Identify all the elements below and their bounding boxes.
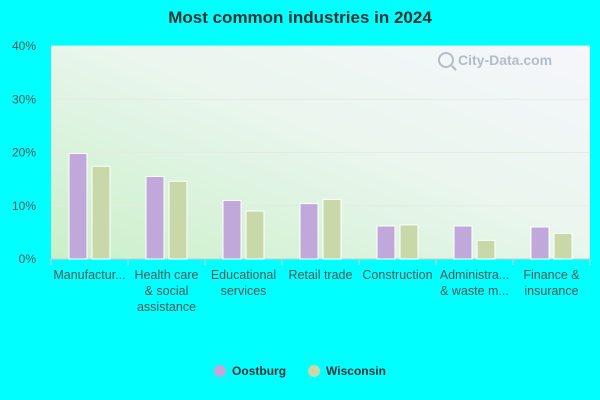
x-category-label: Construction [362, 268, 432, 282]
bar-oostburg-6 [530, 226, 550, 260]
bar-oostburg-1 [145, 175, 165, 260]
bar-wisconsin-4 [399, 224, 419, 260]
x-category-label: Finance & insurance [523, 268, 580, 298]
x-category-label: Administra... & waste m... [440, 268, 509, 298]
y-tick-label: 40% [12, 39, 36, 53]
x-category-label: Educational services [211, 268, 276, 298]
y-tick-label: 0% [19, 252, 37, 266]
bar-wisconsin-6 [553, 232, 573, 260]
legend-swatch-wisconsin [308, 365, 321, 377]
y-tick-label: 30% [12, 92, 36, 106]
bar-oostburg-3 [299, 203, 319, 260]
bar-oostburg-2 [222, 199, 242, 260]
x-category-label: Manufactur... [53, 268, 125, 282]
bar-oostburg-0 [68, 153, 88, 260]
bar-wisconsin-2 [245, 210, 265, 260]
magnifier-icon [438, 52, 454, 68]
legend-swatch-oostburg [214, 365, 227, 377]
legend: Oostburg Wisconsin [0, 364, 600, 378]
bar-wisconsin-1 [168, 180, 188, 260]
bar-oostburg-4 [376, 225, 396, 260]
legend-item-wisconsin: Wisconsin [308, 364, 386, 378]
bar-wisconsin-3 [322, 198, 342, 260]
legend-label-oostburg: Oostburg [232, 364, 287, 378]
bar-chart: 0% 10% 20% 30% 40% Manufactur... Health care &… [12, 39, 591, 314]
x-category-label: Health care & social assistance [135, 268, 199, 314]
bar-oostburg-5 [453, 225, 473, 260]
y-tick-label: 20% [12, 146, 36, 160]
watermark-text: City-Data.com [458, 52, 553, 68]
bar-wisconsin-0 [91, 165, 111, 260]
y-tick-label: 10% [12, 199, 36, 213]
legend-item-oostburg: Oostburg [214, 364, 286, 378]
bar-wisconsin-5 [476, 239, 496, 260]
x-category-label: Retail trade [289, 268, 353, 282]
watermark: City-Data.com [438, 52, 552, 68]
chart-title: Most common industries in 2024 [168, 8, 432, 27]
legend-label-wisconsin: Wisconsin [326, 364, 386, 378]
